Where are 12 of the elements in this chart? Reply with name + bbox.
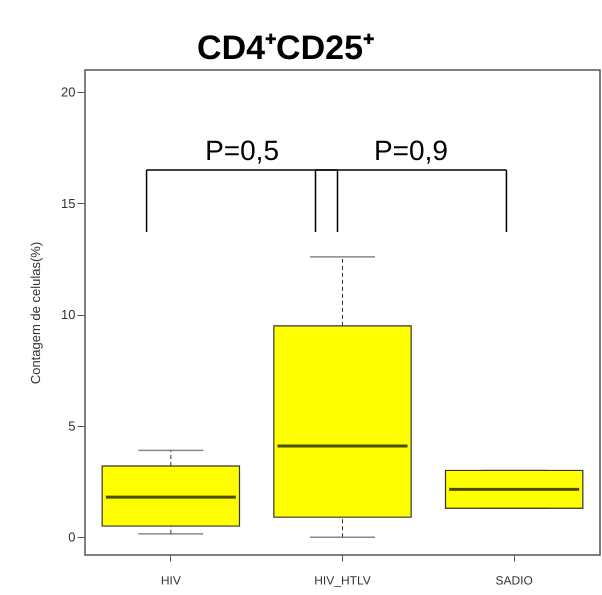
y-tick-label: 0 — [68, 530, 76, 545]
x-tick-label: HIV_HTLV — [314, 574, 371, 588]
y-tick-label: 20 — [61, 84, 76, 100]
annotation: P=0,9 — [374, 135, 448, 166]
chart-title: CD4⁺CD25⁺ — [197, 29, 374, 67]
y-tick-label: 15 — [61, 196, 76, 211]
x-tick-label: SADIO — [495, 574, 533, 588]
y-tick-label: 10 — [61, 307, 76, 322]
annotation: P=0,5 — [205, 135, 280, 166]
x-tick-label: HIV — [160, 574, 181, 588]
y-axis-title: Contagem de celulas(%) — [28, 242, 44, 384]
y-tick-label: 5 — [68, 418, 76, 434]
